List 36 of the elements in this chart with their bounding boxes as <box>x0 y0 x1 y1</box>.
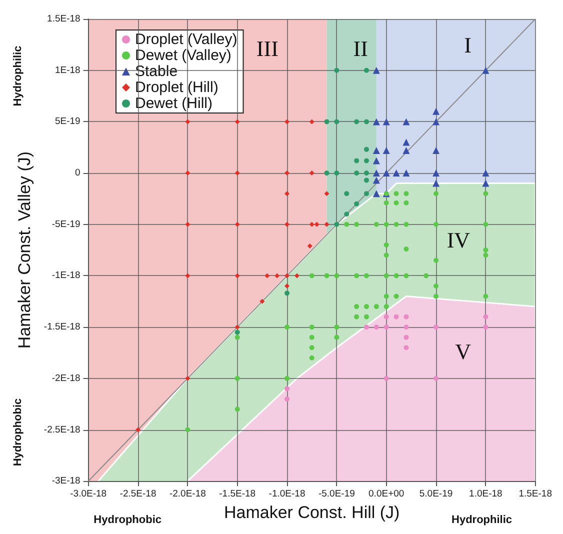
y-tick-label: -1E-18 <box>52 270 80 282</box>
legend-label: Droplet (Hill) <box>135 79 218 96</box>
annotation: II <box>353 36 368 61</box>
y-tick-label: 1.5E-18 <box>47 14 80 24</box>
y-tick-label: 5E-19 <box>54 116 80 128</box>
text: Hydrophobic <box>94 514 162 526</box>
x-tick-label: 1.0E-18 <box>469 488 502 500</box>
annotation: III <box>256 36 278 61</box>
y-tick-label: -1.5E-18 <box>44 322 80 333</box>
x-tick-label: 1.5E-18 <box>518 488 552 500</box>
legend-label: Droplet (Valley) <box>135 31 238 48</box>
y-tick-label: -5E-19 <box>52 218 80 230</box>
y-tick-label: 0 <box>75 168 80 179</box>
text: Hydrophilic <box>12 46 24 106</box>
text: Hydrophobic <box>12 398 24 466</box>
x-tick-label: -1.0E-18 <box>268 488 306 500</box>
legend-label: Dewet (Valley) <box>135 47 232 64</box>
annotation: I <box>464 32 472 58</box>
legend-label: Stable <box>135 63 178 80</box>
y-axis-title: Hamaker Const. Valley (J) <box>15 151 34 349</box>
x-tick-label: -2.0E-18 <box>169 488 206 500</box>
x-tick-label: 5.0E-19 <box>419 488 453 500</box>
y-tick-label: -3E-18 <box>52 476 80 487</box>
annotation: IV <box>446 227 470 252</box>
y-tick-label: 1E-18 <box>54 64 80 76</box>
x-tick-label: 0.0E+00 <box>368 488 404 500</box>
y-tick-label: -2.5E-18 <box>44 424 80 436</box>
x-tick-label: -2.5E-18 <box>120 488 156 500</box>
text: Hydrophilic <box>452 514 512 526</box>
x-tick-label: -3.0E-18 <box>70 488 107 500</box>
y-tick-label: -2E-18 <box>52 372 80 384</box>
x-tick-label: -1.5E-18 <box>219 488 256 500</box>
annotation: V <box>455 339 472 364</box>
x-tick-label: -5.0E-19 <box>318 488 355 500</box>
legend-label: Dewet (Hill) <box>135 95 213 112</box>
x-axis-title: Hamaker Const. Hill (J) <box>224 503 400 522</box>
